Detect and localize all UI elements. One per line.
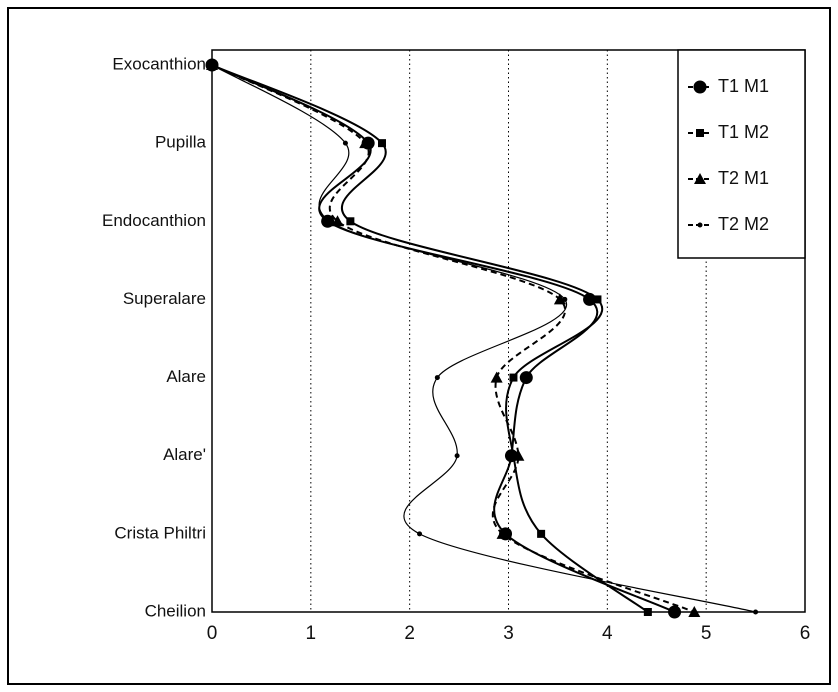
marker — [417, 531, 423, 537]
marker — [490, 371, 503, 383]
marker — [209, 62, 215, 68]
marker — [688, 606, 701, 617]
y-tick-label: Endocanthion — [102, 211, 206, 230]
marker — [346, 217, 355, 226]
marker — [553, 293, 566, 305]
marker — [331, 215, 344, 227]
marker — [753, 609, 759, 615]
marker — [342, 140, 348, 146]
series-line — [211, 64, 675, 613]
marker — [537, 529, 546, 538]
y-tick-label: Alare' — [163, 445, 206, 464]
marker — [454, 453, 460, 459]
y-tick-label: Exocanthion — [112, 54, 206, 73]
marker — [359, 137, 372, 149]
series-line — [211, 64, 756, 613]
marker — [668, 605, 682, 619]
y-tick-label: Superalare — [123, 289, 206, 308]
series-line — [211, 64, 649, 613]
frame — [7, 7, 831, 685]
marker — [593, 295, 602, 304]
legend-marker — [697, 222, 703, 228]
legend-marker — [696, 129, 704, 137]
x-tick-label: 5 — [701, 623, 712, 644]
x-tick-label: 6 — [800, 623, 811, 644]
legend-label: T2 M2 — [718, 214, 769, 234]
x-tick-label: 4 — [602, 623, 613, 644]
y-tick-label: Alare — [166, 367, 206, 386]
legend-label: T1 M2 — [718, 122, 769, 142]
x-tick-label: 2 — [404, 623, 415, 644]
marker — [562, 296, 568, 302]
marker — [496, 527, 509, 539]
marker — [509, 451, 518, 460]
marker — [509, 373, 518, 382]
y-tick-label: Pupilla — [155, 133, 207, 152]
legend-marker — [693, 80, 707, 94]
marker — [434, 375, 440, 381]
y-tick-label: Cheilion — [145, 601, 206, 620]
marker — [327, 218, 333, 224]
marker — [512, 449, 525, 461]
legend-label: T1 M1 — [718, 76, 769, 96]
marker — [643, 608, 652, 616]
y-tick-label: Crista Philtri — [114, 523, 206, 542]
x-tick-label: 3 — [503, 623, 514, 644]
marker — [519, 371, 533, 385]
marker — [377, 139, 386, 148]
legend-marker — [694, 173, 706, 184]
x-tick-label: 0 — [207, 623, 218, 644]
series-line — [211, 64, 695, 613]
legend: T1 M1 T1 M2 T2 M1 T2 M2 — [677, 49, 806, 259]
x-tick-label: 1 — [306, 623, 317, 644]
legend-label: T2 M1 — [718, 168, 769, 188]
